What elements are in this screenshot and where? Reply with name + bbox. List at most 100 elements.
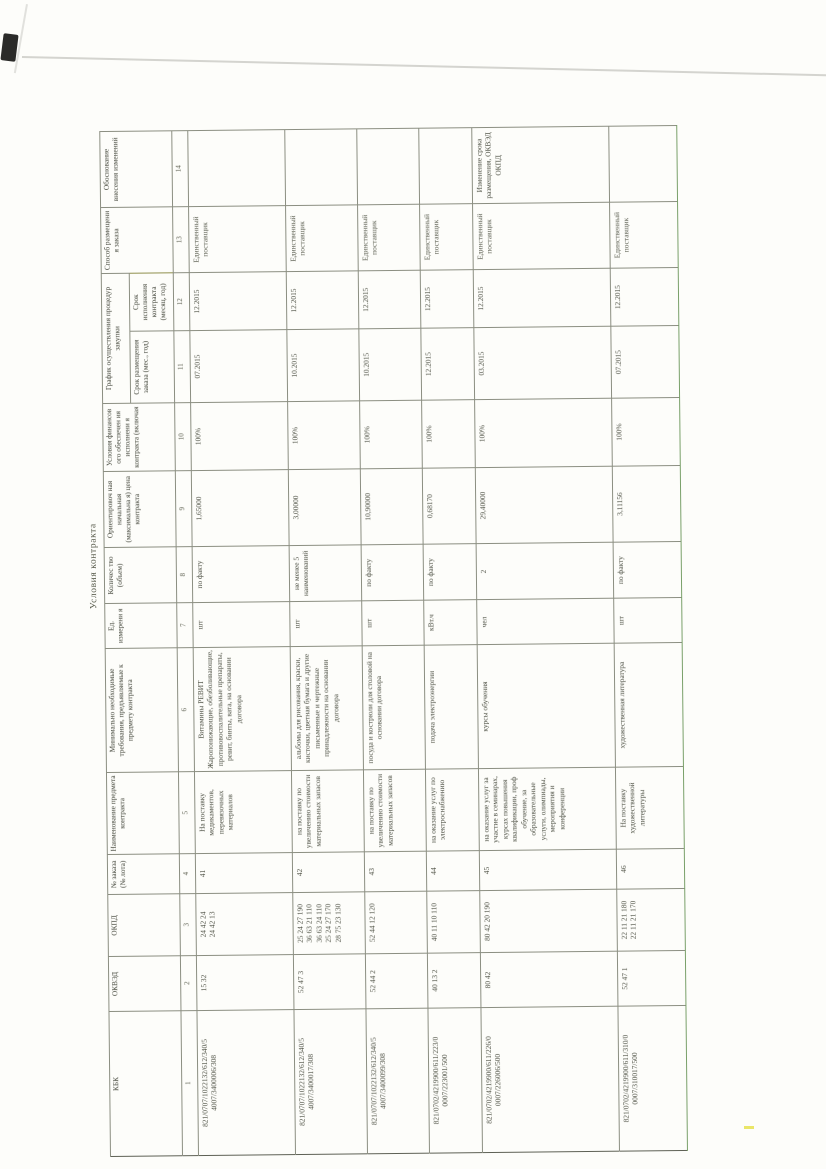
cell-46-okpd: 22 11 21 180 22 11 21 170 xyxy=(616,888,686,952)
cell-45-kbk: 821/0702/4219900/611/226/0 0007/226006/5… xyxy=(480,1006,620,1153)
table-row-46: 821/0702/4219900/611/310/0 0007/310017/5… xyxy=(608,125,688,1152)
col-num-11: 11 xyxy=(173,330,191,403)
cell-45-quantity: 2 xyxy=(476,542,614,600)
cell-45-okved: 80 42 xyxy=(480,951,618,1008)
paper-edge-shadow-top xyxy=(21,56,826,77)
cell-43-placement: 10.2015 xyxy=(358,328,422,401)
table-row-45: 821/0702/4219900/611/226/0 0007/226006/5… xyxy=(471,126,620,1153)
cell-42-method: Единственный поставщик xyxy=(285,204,359,272)
col-num-4: 4 xyxy=(179,853,196,894)
highlighter-mark xyxy=(744,1126,754,1129)
cell-41-financing: 100% xyxy=(190,401,289,471)
cell-41-method: Единственный поставщик xyxy=(188,205,287,273)
col-header-okpd: ОКПД xyxy=(107,893,181,957)
cell-43-quantity: по факту xyxy=(361,544,424,601)
cell-42-requirements: альбомы для рисования, краски, кисточки,… xyxy=(290,645,364,771)
cell-44-no: 44 xyxy=(426,850,480,892)
col-header-placement-term: Срок размещения заказа (мес., год) xyxy=(129,330,175,404)
cell-43-unit: шт xyxy=(361,600,425,646)
cell-46-placement: 07.2015 xyxy=(610,325,680,399)
cell-41-requirements: Витамины РЕВИТ Жаропонижающие, обезболив… xyxy=(193,646,292,772)
cell-41-okpd: 24 42 24 24 42 13 xyxy=(195,892,294,956)
cell-42-unit: шт xyxy=(289,600,363,647)
cell-43-subject: на поставку по увеличению стоимости мате… xyxy=(363,769,427,852)
col-num-1: 1 xyxy=(180,1010,199,1156)
cell-42-placement: 10.2015 xyxy=(286,328,360,402)
cell-43-requirements: посуда и кострюли для столовой на основа… xyxy=(362,645,426,770)
cell-45-unit: чел xyxy=(476,598,615,645)
cell-42-execution: 12.2015 xyxy=(286,270,359,330)
cell-43-method: Единственный поставщик xyxy=(357,204,421,271)
cell-42-okved: 52 47 3 xyxy=(293,953,366,1010)
cell-41-kbk: 821/0707/1022132/612/340/5 4007/3400006/… xyxy=(196,1009,296,1156)
cell-46-method: Единственный поставщик xyxy=(609,201,679,269)
cell-43-kbk: 821/0707/1022132/612/340/5 4007/3400099/… xyxy=(365,1008,430,1154)
col-num-3: 3 xyxy=(179,893,197,956)
cell-46-no: 46 xyxy=(616,848,685,890)
cell-46-financing: 100% xyxy=(611,397,681,467)
cell-45-requirements: курсы обучения xyxy=(477,643,616,769)
col-header-financing: Условия финансов ого обеспечен ия исполн… xyxy=(102,402,176,472)
col-num-2: 2 xyxy=(180,955,197,1011)
cell-45-placement: 03.2015 xyxy=(473,326,612,400)
col-num-10: 10 xyxy=(174,402,192,471)
table-row-42: 821/0707/1022132/612/340/5 4007/3400017/… xyxy=(284,128,368,1155)
cell-41-execution: 12.2015 xyxy=(189,271,287,331)
cell-42-okpd: 25 24 27 190 36 63 21 110 36 63 24 110 2… xyxy=(292,891,366,955)
cell-44-okved: 40 13 2 xyxy=(427,952,481,1009)
cell-43-okved: 52 44 2 xyxy=(365,953,428,1009)
cell-44-subject: на оказание услуг по электроснабжению xyxy=(425,768,480,852)
cell-43-okpd: 52 44 12 120 xyxy=(364,891,428,954)
cell-41-no: 41 xyxy=(195,852,293,894)
cell-44-okpd: 40 11 10 110 xyxy=(426,890,481,954)
cell-41-okved: 15 32 xyxy=(196,954,294,1011)
col-header-method: Способ размещени я заказа xyxy=(100,206,174,274)
col-header-justification: Обоснование внесения изменений xyxy=(99,130,173,208)
cell-44-kbk: 821/0702/4219900/611/223/0 0007/223001/5… xyxy=(427,1007,483,1154)
cell-45-okpd: 80 42 20 190 xyxy=(479,889,618,953)
cell-42-quantity: не менее 5 наименований xyxy=(289,544,362,602)
cell-45-financing: 100% xyxy=(474,398,613,468)
col-num-8: 8 xyxy=(176,546,193,603)
cell-41-quantity: по факту xyxy=(192,545,290,603)
col-header-requirements: Минимально необходимые требования, предъ… xyxy=(105,647,179,773)
cell-41-placement: 07.2015 xyxy=(189,329,288,403)
cell-42-subject: на поставку по увеличению стоимости мате… xyxy=(291,769,365,853)
cell-41-price: 1,65000 xyxy=(191,469,290,547)
table-row-41: 821/0707/1022132/612/340/5 4007/3400006/… xyxy=(187,129,296,1156)
col-num-7: 7 xyxy=(176,602,194,648)
table-row-43: 821/0707/1022132/612/340/5 4007/3400099/… xyxy=(356,128,430,1154)
cell-44-placement: 12.2015 xyxy=(420,327,475,401)
cell-46-unit: шт xyxy=(613,597,683,644)
cell-46-execution: 12.2015 xyxy=(610,267,679,327)
col-num-13: 13 xyxy=(172,206,190,273)
col-header-order-no: № заказа (№ лота) xyxy=(107,853,180,895)
cell-46-kbk: 821/0702/4219900/611/310/0 0007/310017/5… xyxy=(617,1005,688,1152)
procurement-plan-table: КБК ОКВЭД ОКПД № заказа (№ лота) Наимено… xyxy=(99,125,688,1157)
cell-45-justification: Изменение срока размещения, ОКВЭД ОКПД xyxy=(471,126,610,204)
col-header-price: Ориентировоч ная начальная (максимальна … xyxy=(103,470,177,548)
col-num-5: 5 xyxy=(178,771,196,854)
cell-45-execution: 12.2015 xyxy=(473,268,611,328)
col-header-kbk: КБК xyxy=(108,1010,183,1157)
cell-46-quantity: по факту xyxy=(613,541,682,599)
cell-42-price: 3,00000 xyxy=(288,468,362,546)
cell-42-justification xyxy=(284,128,358,206)
cell-45-method: Единственный поставщик xyxy=(472,202,611,270)
cell-43-justification xyxy=(356,128,420,205)
cell-41-subject: На поставку медикаментов, перевязочных м… xyxy=(194,770,293,854)
cell-42-financing: 100% xyxy=(287,400,361,470)
col-num-6: 6 xyxy=(177,647,195,772)
col-num-14: 14 xyxy=(171,130,189,207)
cell-45-subject: на оказание услуг за участие в семинарах… xyxy=(478,767,617,851)
cell-44-method: Единственный поставщик xyxy=(419,203,474,271)
cell-44-quantity: по факту xyxy=(423,543,477,601)
cell-44-requirements: подача электроэнергии xyxy=(424,644,479,770)
cell-46-okved: 52 47 1 xyxy=(617,950,686,1007)
col-num-9: 9 xyxy=(175,470,193,547)
cell-42-no: 42 xyxy=(292,851,365,893)
cell-46-justification xyxy=(608,125,678,203)
col-header-unit: Ед. измерени я xyxy=(104,602,178,649)
cell-44-justification xyxy=(418,127,473,205)
